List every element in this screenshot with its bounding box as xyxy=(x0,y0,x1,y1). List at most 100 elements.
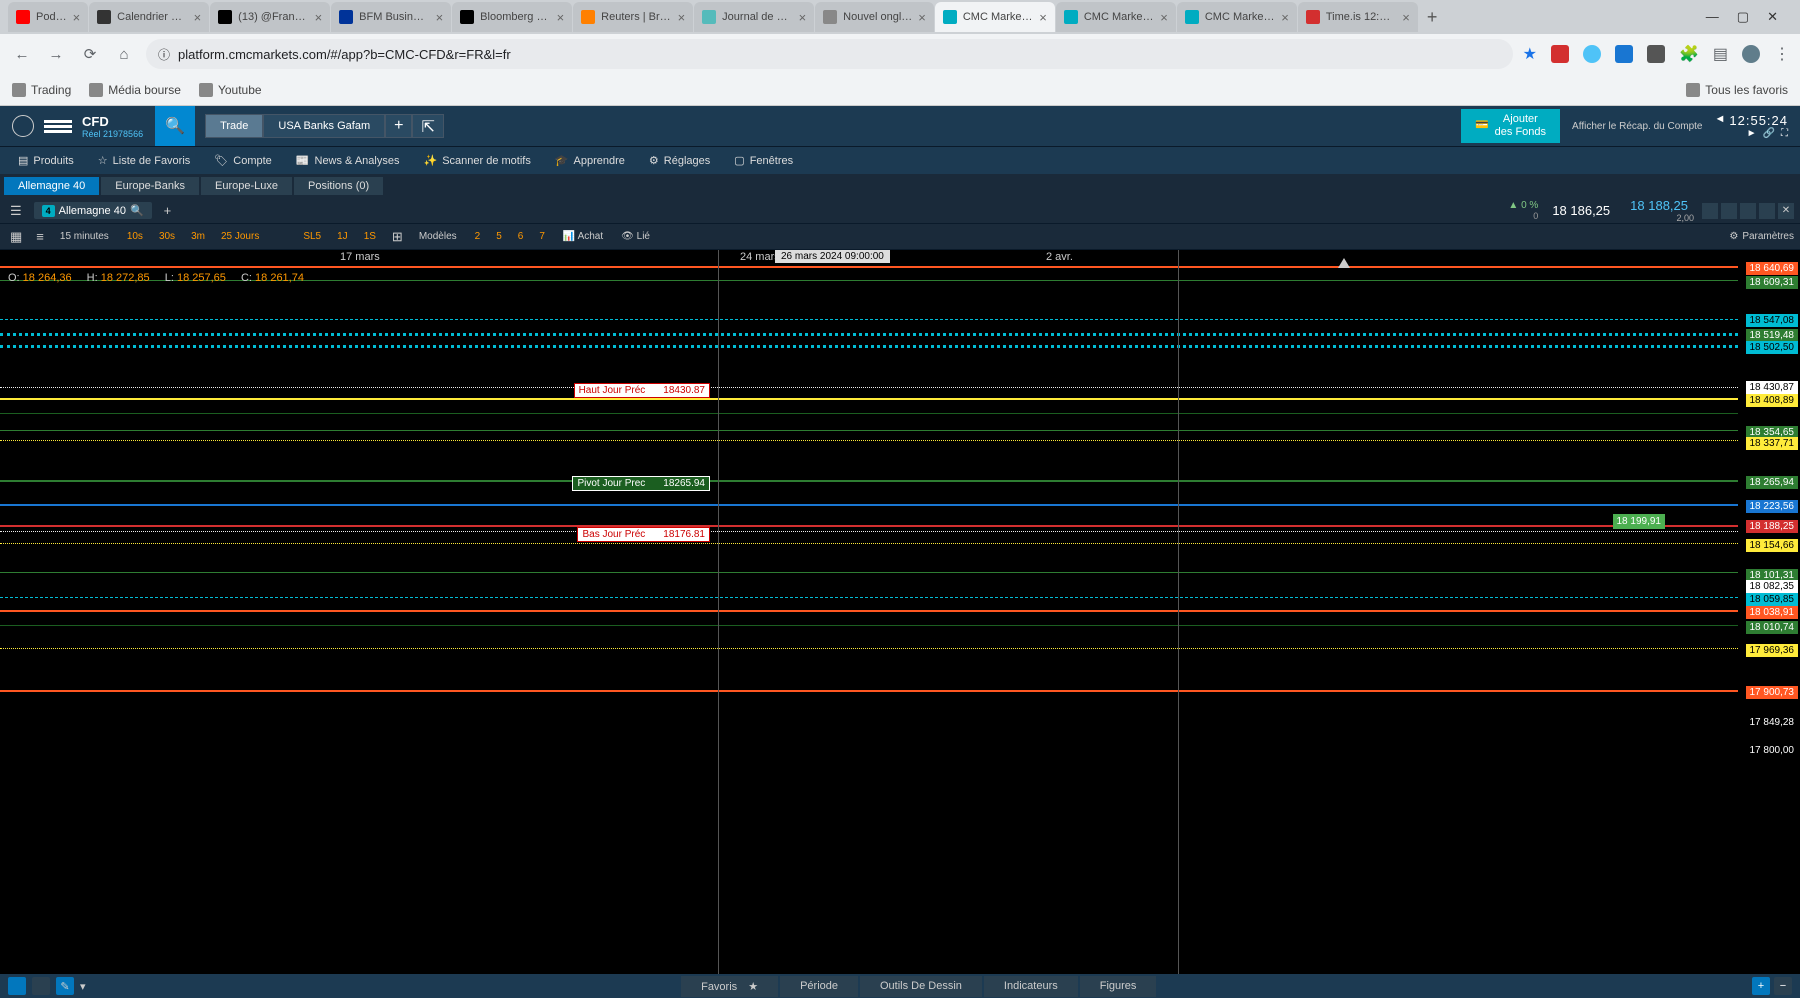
rows-icon[interactable]: ≡ xyxy=(32,229,48,244)
bookmark-item[interactable]: Youtube xyxy=(199,83,262,97)
parametres-button[interactable]: ⚙ Paramètres xyxy=(1729,231,1794,242)
account-recap-link[interactable]: Afficher le Récap. du Compte xyxy=(1572,121,1702,132)
reload-button[interactable]: ⟳ xyxy=(78,42,102,66)
toolbar-list[interactable]: ▤Produits xyxy=(8,151,84,170)
footer-tool-1[interactable] xyxy=(8,977,26,995)
horizontal-line[interactable] xyxy=(0,625,1738,626)
tab-close-icon[interactable]: × xyxy=(557,10,565,25)
ext-abp-icon[interactable] xyxy=(1551,45,1569,63)
tool-3[interactable] xyxy=(1740,203,1756,219)
star-icon[interactable]: ★ xyxy=(1523,44,1537,64)
link-icon[interactable]: 🔗 xyxy=(1763,128,1775,139)
ext-icon-3[interactable] xyxy=(1615,45,1633,63)
horizontal-line[interactable] xyxy=(0,543,1738,544)
toolbar-grad[interactable]: 🎓Apprendre xyxy=(545,151,635,170)
tab-close-icon[interactable]: × xyxy=(1281,10,1289,25)
close-button[interactable]: ✕ xyxy=(1767,9,1778,25)
watchlist-tab[interactable]: Allemagne 40 xyxy=(4,177,99,195)
horizontal-line[interactable] xyxy=(0,531,1738,532)
browser-tab[interactable]: Bloomberg E…× xyxy=(452,2,572,32)
add-funds-button[interactable]: 💳Ajouterdes Fonds xyxy=(1461,109,1560,143)
horizontal-line[interactable] xyxy=(0,430,1738,431)
instrument-selector[interactable]: 4 Allemagne 40 🔍 xyxy=(34,202,152,219)
footer-tab[interactable]: Indicateurs xyxy=(984,976,1078,997)
ask-price[interactable]: 18 188,25 xyxy=(1624,198,1694,213)
tab-close-icon[interactable]: × xyxy=(1160,10,1168,25)
horizontal-line[interactable] xyxy=(0,413,1738,414)
horizontal-line[interactable] xyxy=(0,525,1738,527)
bookmark-item[interactable]: Média bourse xyxy=(89,83,181,97)
footer-dropdown[interactable]: ▾ xyxy=(80,980,86,993)
chart-menu-icon[interactable]: ☰ xyxy=(6,203,26,219)
bookmark-item[interactable]: Trading xyxy=(12,83,71,97)
chart-annotation[interactable]: Bas Jour Préc18176.81 xyxy=(577,527,710,542)
footer-draw-tool[interactable]: ✎ xyxy=(56,977,74,995)
horizontal-line[interactable] xyxy=(0,610,1738,612)
horizontal-line[interactable] xyxy=(0,440,1738,441)
sl-SL5[interactable]: SL5 xyxy=(297,229,327,244)
chart-annotation[interactable]: Haut Jour Préc18430.87 xyxy=(574,383,710,398)
horizontal-line[interactable] xyxy=(0,480,1738,482)
watchlist-tab[interactable]: Europe-Luxe xyxy=(201,177,292,195)
extensions-button[interactable]: 🧩 xyxy=(1679,44,1699,64)
forward-button[interactable]: → xyxy=(44,42,68,66)
tab-close-icon[interactable]: × xyxy=(1402,10,1410,25)
zoom-in-button[interactable]: + xyxy=(1752,977,1770,995)
footer-tab[interactable]: Période xyxy=(780,976,858,997)
workspace-tab-add[interactable]: + xyxy=(385,114,412,138)
user-avatar[interactable] xyxy=(12,115,34,137)
browser-tab[interactable]: Journal de 5…× xyxy=(694,2,814,32)
browser-tab[interactable]: CMC Market…× xyxy=(935,2,1055,32)
chart-area[interactable]: 17 mars24 mars2 avr. 26 mars 2024 09:00:… xyxy=(0,250,1800,974)
workspace-tab-trade[interactable]: Trade xyxy=(205,114,263,138)
layout-icon[interactable]: ▦ xyxy=(6,229,26,245)
horizontal-line[interactable] xyxy=(0,648,1738,649)
expand-icon[interactable]: ⛶ xyxy=(1781,128,1788,139)
site-info-icon[interactable]: ⓘ xyxy=(158,46,170,63)
nav-next[interactable]: ► xyxy=(1747,128,1757,139)
ext-icon-4[interactable] xyxy=(1647,45,1665,63)
toolbar-tag[interactable]: 🏷Compte xyxy=(204,151,282,170)
menu-button[interactable]: ⋮ xyxy=(1774,44,1790,64)
tool-2[interactable] xyxy=(1721,203,1737,219)
tab-close-icon[interactable]: × xyxy=(1039,10,1047,25)
preset-6[interactable]: 6 xyxy=(512,229,530,244)
new-tab-button[interactable]: + xyxy=(1419,7,1446,28)
horizontal-line[interactable] xyxy=(0,690,1738,692)
preset-7[interactable]: 7 xyxy=(533,229,551,244)
preset-5[interactable]: 5 xyxy=(490,229,508,244)
watchlist-tab[interactable]: Positions (0) xyxy=(294,177,383,195)
browser-tab[interactable]: (13) @Franc…× xyxy=(210,2,330,32)
modeles[interactable]: Modèles xyxy=(413,229,463,244)
tab-close-icon[interactable]: × xyxy=(436,10,444,25)
chart-add-button[interactable]: + xyxy=(160,203,176,218)
footer-tab[interactable]: Outils De Dessin xyxy=(860,976,982,997)
tab-close-icon[interactable]: × xyxy=(799,10,807,25)
horizontal-line[interactable] xyxy=(0,572,1738,573)
sl-1S[interactable]: 1S xyxy=(358,229,382,244)
tool-1[interactable] xyxy=(1702,203,1718,219)
url-input[interactable]: ⓘ platform.cmcmarkets.com/#/app?b=CMC-CF… xyxy=(146,39,1513,69)
workspace-tab-usa[interactable]: USA Banks Gafam xyxy=(263,114,385,138)
workspace-tab-detach[interactable]: ⇱ xyxy=(412,114,443,138)
maximize-button[interactable]: ▢ xyxy=(1737,9,1749,25)
footer-tab[interactable]: Favoris ★ xyxy=(681,976,778,997)
tab-close-icon[interactable]: × xyxy=(918,10,926,25)
bid-price[interactable]: 18 186,25 xyxy=(1546,203,1616,218)
minimize-button[interactable]: — xyxy=(1706,9,1719,25)
reading-list-icon[interactable]: ▤ xyxy=(1713,44,1728,64)
timeframe-selector[interactable]: 15 minutes xyxy=(54,229,115,244)
tab-close-icon[interactable]: × xyxy=(678,10,686,25)
footer-tool-2[interactable] xyxy=(32,977,50,995)
footer-tab[interactable]: Figures xyxy=(1080,976,1157,997)
browser-tab[interactable]: CMC Market…× xyxy=(1177,2,1297,32)
toolbar-gear[interactable]: ⚙Réglages xyxy=(639,151,720,170)
nav-prev[interactable]: ◄ xyxy=(1715,113,1726,128)
horizontal-line[interactable] xyxy=(0,504,1738,506)
zoom-out-button[interactable]: − xyxy=(1774,977,1792,995)
watchlist-tab[interactable]: Europe-Banks xyxy=(101,177,199,195)
achat-button[interactable]: 📊 Achat xyxy=(557,229,609,244)
range-3m[interactable]: 3m xyxy=(185,229,211,244)
toolbar-wand[interactable]: ✨Scanner de motifs xyxy=(413,151,540,170)
all-favorites[interactable]: Tous les favoris xyxy=(1686,83,1788,97)
